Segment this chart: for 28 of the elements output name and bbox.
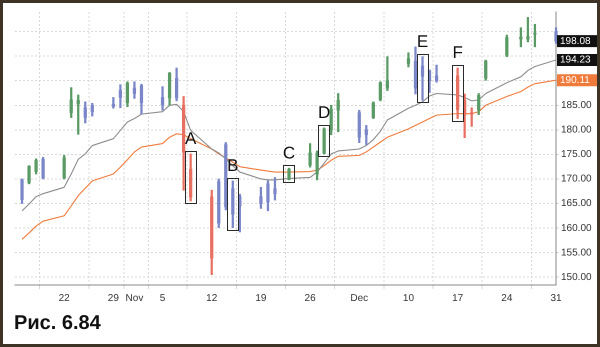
annotation: D [318, 103, 330, 122]
x-tick-label: 29 [108, 292, 120, 304]
x-tick-label: 19 [255, 292, 267, 304]
y-tick-label: 170.00 [561, 174, 592, 185]
annotation: 190.11 [560, 74, 590, 86]
annotation: 194.23 [560, 54, 592, 66]
y-tick-label: 185.00 [561, 100, 592, 112]
x-tick-label: 17 [452, 292, 464, 304]
x-tick-label: 26 [304, 292, 316, 304]
annotation: E [416, 32, 428, 51]
annotation: C [282, 143, 296, 162]
y-tick-label: 165.00 [561, 198, 592, 210]
annotation: 198.08 [560, 36, 592, 47]
y-tick-label: 175.00 [561, 149, 592, 160]
x-tick-label: 31 [550, 292, 562, 304]
y-tick-label: 155.00 [561, 247, 592, 258]
x-tick-label: 10 [402, 292, 414, 304]
x-tick-label: 24 [501, 292, 513, 304]
text: Рис. 6.84 [14, 312, 101, 335]
annotation: F [452, 43, 463, 62]
y-tick-label: 150.00 [561, 272, 592, 283]
y-tick-label: 160.00 [561, 222, 592, 234]
x-tick-label: 5 [160, 292, 166, 304]
y-tick-label: 180.00 [561, 124, 592, 136]
x-tick-label: Dec [350, 292, 368, 304]
x-tick-label: 22 [58, 292, 70, 304]
x-tick-label: Nov [126, 292, 144, 304]
x-tick-label: 12 [206, 292, 218, 304]
